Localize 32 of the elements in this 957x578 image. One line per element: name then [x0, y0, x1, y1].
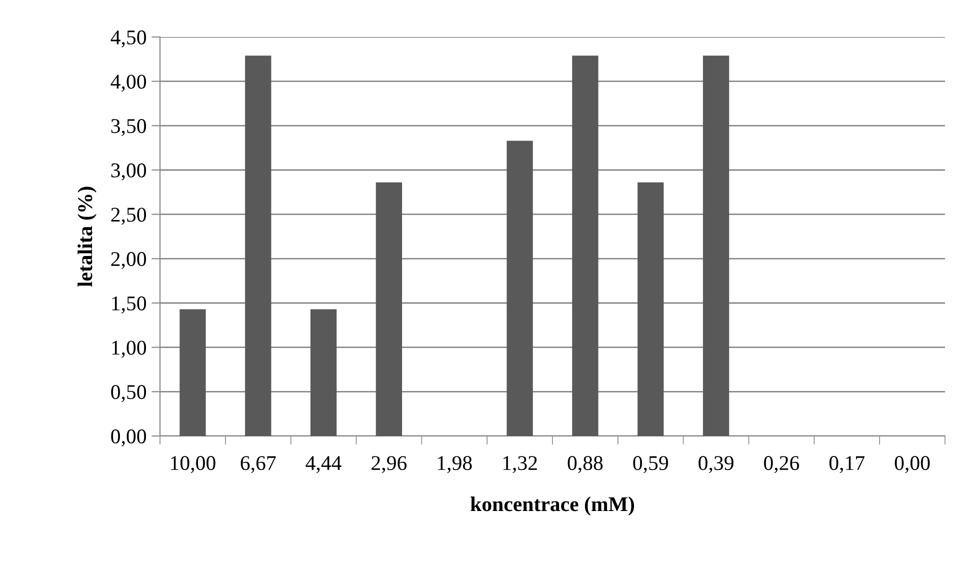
x-tick-label: 0,59	[633, 456, 668, 474]
y-tick-label: 2,50	[111, 208, 146, 225]
y-tick-label: 0,00	[111, 429, 146, 446]
x-tick-label: 1,32	[503, 456, 537, 474]
bar	[506, 140, 533, 436]
y-tick-label: 1,50	[112, 296, 146, 314]
x-tick-label: 1,98	[438, 456, 472, 474]
y-axis-title: letalita (%)	[78, 186, 96, 287]
bar	[180, 309, 206, 436]
x-tick-label: 0,00	[894, 456, 930, 474]
y-tick-label: 2,00	[111, 252, 146, 270]
x-tick-label: 2,96	[372, 456, 407, 474]
y-tick-label: 4,00	[110, 74, 146, 92]
x-tick-label: 0,17	[829, 456, 865, 474]
bar	[572, 56, 598, 436]
x-tick-label: 10,00	[171, 456, 216, 474]
bar	[702, 56, 730, 436]
y-tick-label: 3,50	[111, 119, 146, 136]
x-tick-label: 0,39	[698, 456, 734, 474]
x-tick-label: 4,44	[306, 456, 342, 474]
y-tick-label: 3,00	[111, 163, 146, 180]
x-tick-label: 6,67	[240, 456, 276, 474]
y-tick-label: 1,00	[112, 340, 146, 358]
x-axis-title: koncentrace (mM)	[470, 496, 634, 516]
bar	[310, 309, 337, 436]
x-tick-label: 0,88	[568, 456, 603, 474]
bar	[638, 182, 664, 436]
bar	[245, 56, 272, 436]
x-tick-label: 0,26	[764, 456, 800, 474]
bar	[376, 182, 402, 436]
y-tick-label: 0,50	[111, 385, 146, 402]
y-tick-label: 4,50	[110, 30, 146, 48]
